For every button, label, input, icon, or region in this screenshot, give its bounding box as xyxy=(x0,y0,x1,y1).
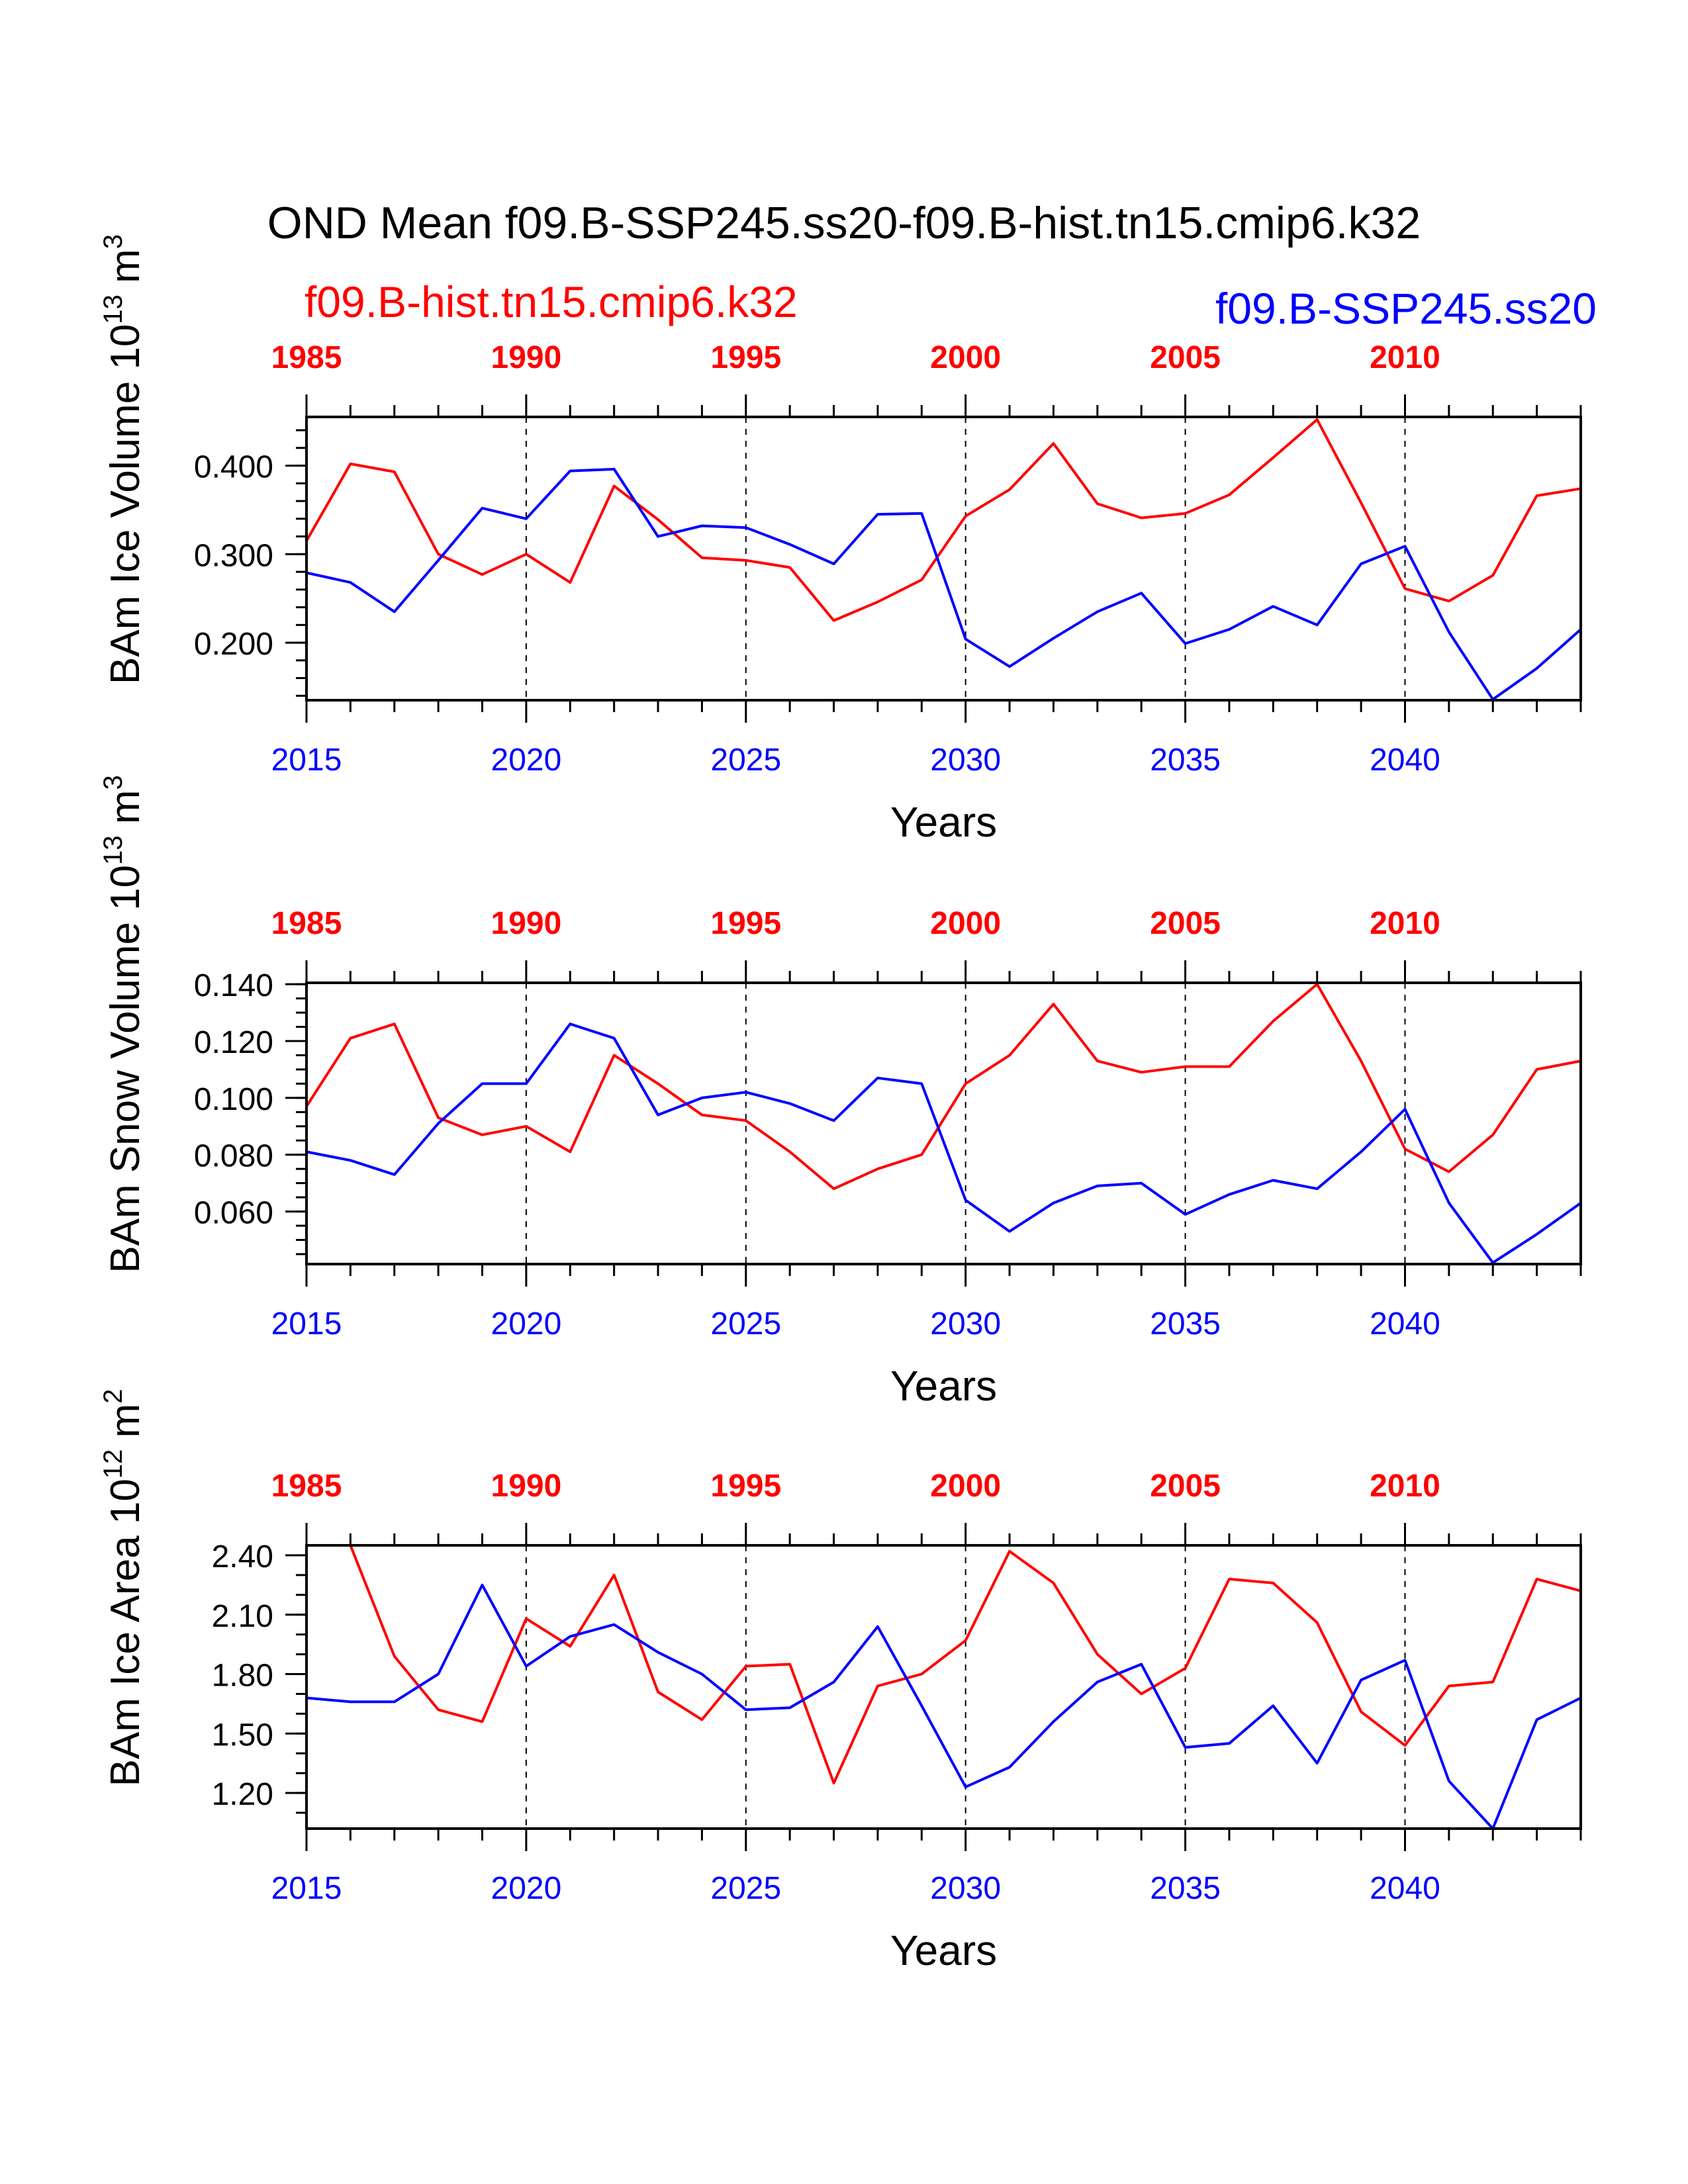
x-axis-label: Years xyxy=(890,1362,997,1410)
y-axis-label: BAm Ice Volume 1013 m3 xyxy=(99,234,148,684)
x-tick-label-top: 2005 xyxy=(1150,906,1221,941)
x-tick-label-bottom: 2035 xyxy=(1150,743,1221,778)
x-tick-label-bottom: 2030 xyxy=(930,743,1001,778)
x-tick-label-bottom: 2030 xyxy=(930,1306,1001,1342)
y-tick-label: 2.10 xyxy=(212,1599,273,1634)
x-tick-label-bottom: 2015 xyxy=(271,743,342,778)
x-tick-label-top: 2010 xyxy=(1370,1469,1440,1504)
y-tick-label: 0.200 xyxy=(194,627,273,662)
x-tick-label-bottom: 2025 xyxy=(710,1306,781,1342)
y-tick-label: 0.080 xyxy=(194,1139,273,1174)
y-tick-label: 0.140 xyxy=(194,968,273,1003)
x-tick-label-bottom: 2040 xyxy=(1370,1306,1440,1342)
series-line-ssp xyxy=(306,1583,1581,1830)
chart-panel-3: 1.20 1.50 1.80 2.10 2.40 2015 2020 2025 2030 2035… xyxy=(99,1389,1582,1974)
y-tick-label: 0.060 xyxy=(194,1196,273,1231)
x-tick-label-bottom: 2015 xyxy=(271,1306,342,1342)
y-tick-label: 2.40 xyxy=(212,1539,273,1574)
y-tick-label: 0.300 xyxy=(194,538,273,573)
y-tick-label: 1.80 xyxy=(212,1659,273,1694)
y-tick-label: 0.400 xyxy=(194,450,273,485)
x-tick-label-top: 1990 xyxy=(491,340,562,375)
series-line-hist xyxy=(305,418,1581,622)
series-line-ssp xyxy=(306,467,1582,701)
x-tick-label-bottom: 2025 xyxy=(710,743,781,778)
x-tick-label-bottom: 2040 xyxy=(1370,743,1440,778)
x-tick-label-bottom: 2035 xyxy=(1150,1871,1221,1906)
series-line-hist xyxy=(305,983,1581,1191)
legend-hist-label: f09.B-hist.tn15.cmip6.k32 xyxy=(305,277,798,326)
x-tick-label-bottom: 2020 xyxy=(491,1871,562,1906)
plot-frame xyxy=(305,981,1582,1265)
x-tick-label-top: 1995 xyxy=(710,1469,781,1504)
x-tick-label-top: 1995 xyxy=(710,906,781,941)
y-tick-label: 1.20 xyxy=(212,1777,273,1812)
y-tick-label: 1.50 xyxy=(212,1717,273,1752)
x-tick-label-top: 1985 xyxy=(271,906,342,941)
chart-panel-1: 0.200 0.300 0.400 2015 2020 2025 2030 2035 2040 1… xyxy=(99,234,1582,846)
x-tick-label-top: 1990 xyxy=(491,906,562,941)
plot-frame xyxy=(305,1544,1582,1830)
chart-panel-2: 0.060 0.080 0.100 0.120 0.140 2015 2020 2025 203… xyxy=(99,775,1582,1410)
x-tick-label-top: 2000 xyxy=(930,1469,1001,1504)
y-axis-label: BAm Ice Area 1012 m2 xyxy=(99,1389,148,1787)
x-tick-label-bottom: 2040 xyxy=(1370,1871,1440,1906)
x-tick-label-top: 1990 xyxy=(491,1469,562,1504)
x-tick-label-top: 2010 xyxy=(1370,340,1440,375)
x-axis-label: Years xyxy=(890,1927,997,1974)
y-axis-label: BAm Snow Volume 1013 m3 xyxy=(99,775,148,1273)
x-axis-label: Years xyxy=(890,798,997,846)
x-tick-label-bottom: 2030 xyxy=(930,1871,1001,1906)
x-tick-label-top: 2000 xyxy=(930,340,1001,375)
y-tick-label: 0.120 xyxy=(194,1025,273,1060)
plot-frame xyxy=(305,416,1582,702)
series-line-hist xyxy=(306,1544,1581,1785)
x-tick-label-bottom: 2025 xyxy=(710,1871,781,1906)
x-tick-label-top: 2000 xyxy=(930,906,1001,941)
x-tick-label-top: 1995 xyxy=(710,340,781,375)
x-tick-label-bottom: 2015 xyxy=(271,1871,342,1906)
x-tick-label-top: 2005 xyxy=(1150,1469,1221,1504)
x-tick-label-top: 1985 xyxy=(271,1469,342,1504)
x-tick-label-top: 2010 xyxy=(1370,906,1440,941)
legend-ssp-label: f09.B-SSP245.ss20 xyxy=(1215,284,1597,333)
x-tick-label-bottom: 2020 xyxy=(491,743,562,778)
x-tick-label-bottom: 2035 xyxy=(1150,1306,1221,1342)
page-title: OND Mean f09.B-SSP245.ss20-f09.B-hist.tn… xyxy=(267,198,1421,248)
x-tick-label-top: 2005 xyxy=(1150,340,1221,375)
x-tick-label-top: 1985 xyxy=(271,340,342,375)
y-tick-label: 0.100 xyxy=(194,1082,273,1117)
series-line-ssp xyxy=(306,1023,1582,1264)
x-tick-label-bottom: 2020 xyxy=(491,1306,562,1342)
